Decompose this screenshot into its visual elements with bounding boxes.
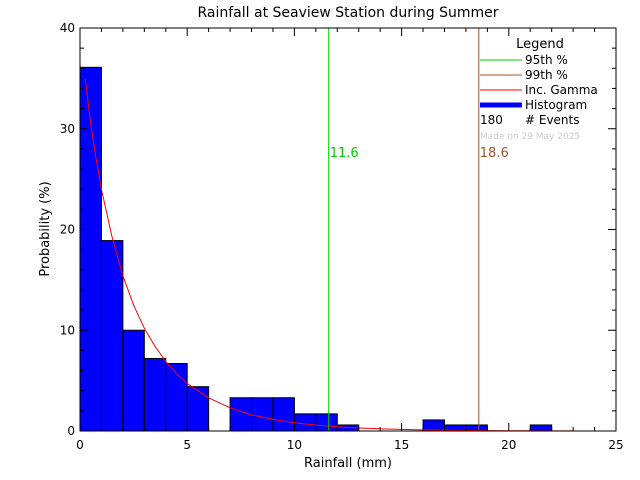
histogram-bar-8 <box>251 397 274 432</box>
x-tick-label-0: 0 <box>76 438 84 452</box>
legend-label-2: Inc. Gamma <box>525 83 598 97</box>
x-tick-label-3: 15 <box>394 438 409 452</box>
y-tick-label-0: 0 <box>67 424 75 438</box>
x-tick-label-1: 5 <box>183 438 191 452</box>
histogram-bar-10 <box>293 413 317 432</box>
legend-events-count: 180 <box>480 113 503 127</box>
histogram-bar-5 <box>186 386 210 432</box>
histogram-bar-2 <box>122 329 145 432</box>
histogram-bar-21 <box>529 424 553 432</box>
legend-title: Legend <box>516 37 564 52</box>
plot-area: 11.6 18.6 0 5 10 15 20 25 0 10 20 30 40 <box>60 21 624 452</box>
histogram-bar-11 <box>315 413 338 432</box>
gamma-curve <box>84 79 574 432</box>
x-tick-label-5: 25 <box>608 438 623 452</box>
histogram-bar-16 <box>422 419 445 432</box>
legend-label-3: Histogram <box>525 98 587 112</box>
legend-events-label: # Events <box>525 113 580 127</box>
legend-made-on: Made on 29 May 2025 <box>480 132 580 142</box>
percentile-label-1: 18.6 <box>480 146 509 161</box>
histogram-bar-9 <box>272 397 295 432</box>
legend-label-1: 99th % <box>525 68 568 82</box>
y-tick-label-4: 40 <box>60 21 75 35</box>
percentile-label-0: 11.6 <box>330 146 359 161</box>
y-tick-label-3: 30 <box>60 122 75 136</box>
x-tick-label-2: 10 <box>287 438 302 452</box>
y-tick-label-1: 10 <box>60 323 75 337</box>
histogram-bar-7 <box>229 397 253 432</box>
histogram-bar-3 <box>143 357 167 432</box>
y-tick-label-2: 20 <box>60 223 75 237</box>
histogram-bar-1 <box>100 240 124 432</box>
axis-ticks: 0 5 10 15 20 25 0 10 20 30 40 <box>60 21 624 452</box>
y-axis-label: Probability (%) <box>38 181 53 276</box>
x-tick-label-4: 20 <box>501 438 516 452</box>
chart-title: Rainfall at Seaview Station during Summe… <box>197 5 498 21</box>
x-axis-label: Rainfall (mm) <box>304 456 392 471</box>
percentile-lines: 11.6 18.6 <box>328 28 509 431</box>
legend-label-0: 95th % <box>525 53 568 67</box>
